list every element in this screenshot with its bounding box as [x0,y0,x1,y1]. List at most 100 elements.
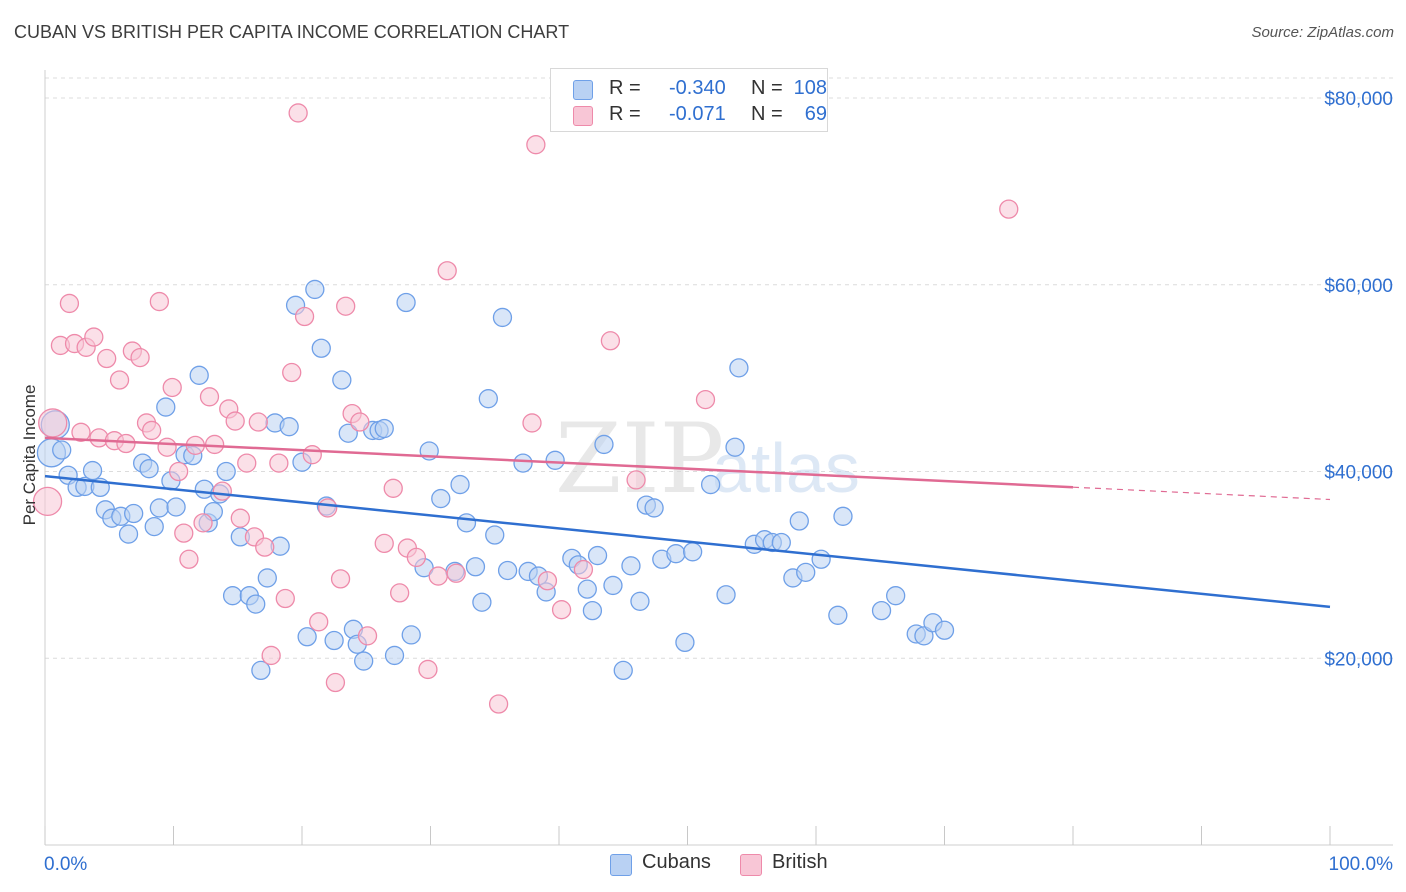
y-tick-label: $80,000 [1324,89,1393,110]
data-point-cubans [613,660,633,681]
data-point-cubans [431,488,451,509]
legend-n-value: 108 [793,77,827,99]
data-point-british [204,434,225,455]
data-point-british [999,199,1019,219]
legend-r-value: -0.071 [669,103,726,125]
correlation-legend: R = -0.340 N = 108 R = -0.071 N = 69 [550,68,828,132]
data-point-cubans [257,568,277,588]
data-point-british [193,513,213,533]
data-point-british [418,659,438,680]
data-point-cubans [450,474,470,495]
data-point-cubans [729,358,749,378]
data-point-cubans [82,460,103,481]
data-point-cubans [513,453,533,473]
data-point-british [255,537,275,557]
data-point-cubans [492,307,513,328]
data-point-british [573,559,594,580]
data-point-cubans [216,461,236,482]
data-point-british [318,498,338,518]
data-point-british [437,261,457,281]
data-point-cubans [139,459,159,479]
data-point-british [350,412,370,432]
data-point-british [522,413,542,433]
data-point-british [374,533,394,554]
data-point-british [116,433,136,454]
data-point-british [174,523,194,543]
y-tick-label: $40,000 [1324,463,1393,484]
legend-n-label: N = [751,103,783,125]
trend-lines [44,436,1331,609]
data-point-british [38,408,68,438]
data-point-cubans [251,660,271,681]
legend-n-label: N = [751,77,783,99]
data-point-cubans [796,562,816,582]
data-point-cubans [374,418,394,439]
trend-line-cubans [44,474,1331,609]
data-point-british [199,387,220,407]
data-point-cubans [594,434,614,455]
data-point-cubans [621,556,641,576]
trend-line-extension-british [1072,486,1331,501]
data-point-cubans [401,625,421,645]
data-point-cubans [582,600,603,621]
data-point-british [282,362,302,383]
data-point-british [488,694,509,714]
legend-swatch-cubans [610,854,632,876]
data-point-cubans [828,605,848,625]
data-point-british [406,547,427,568]
data-point-cubans [124,503,144,524]
grid-lines [45,77,1393,659]
data-point-cubans [886,586,906,606]
y-tick-label: $20,000 [1324,649,1393,670]
data-point-cubans [52,440,72,460]
data-point-british [275,588,295,609]
data-point-british [526,135,546,155]
data-point-british [142,420,162,441]
legend-swatch-cubans [573,80,593,100]
data-point-cubans [666,544,686,564]
trend-line-british [44,436,1074,489]
data-point-cubans [305,279,325,300]
data-point-cubans [545,450,565,470]
y-axis-label: Per Capita Income [20,385,39,526]
data-point-cubans [934,620,955,640]
data-point-cubans [222,586,243,606]
legend-label-cubans: Cubans [642,851,711,873]
data-point-cubans [465,557,486,577]
data-point-british [551,600,572,620]
chart-title: CUBAN VS BRITISH PER CAPITA INCOME CORRE… [14,22,570,42]
legend-r-label: R = [609,77,641,99]
data-point-cubans [833,506,853,526]
data-point-british [390,583,410,603]
data-point-british [695,389,716,410]
data-point-cubans [725,437,745,457]
legend-n-value: 69 [804,103,827,125]
data-point-cubans [871,600,892,621]
data-point-british [212,481,232,501]
data-point-cubans [189,365,209,385]
data-point-british [71,422,91,442]
data-point-british [537,571,558,591]
data-point-cubans [603,575,623,596]
data-point-cubans [338,423,358,443]
data-point-cubans [297,627,317,647]
data-point-cubans [118,524,139,544]
data-point-british [149,291,170,312]
data-point-british [325,672,346,693]
data-point-cubans [497,560,518,581]
data-point-british [97,348,117,369]
data-point-british [383,478,403,498]
tick-labels: $20,000 $40,000 $60,000 $80,000 0.0% 100.0% [44,89,1393,875]
data-point-british [288,103,308,123]
data-point-cubans [166,497,186,517]
data-point-british [357,626,378,646]
legend-swatch-british [573,106,593,126]
data-point-british [446,563,466,583]
data-point-british [32,486,63,517]
data-point-cubans [716,585,736,605]
data-point-cubans [587,545,608,566]
data-point-british [294,306,315,327]
data-point-cubans [789,511,809,531]
watermark-zip: ZIP [555,403,724,515]
